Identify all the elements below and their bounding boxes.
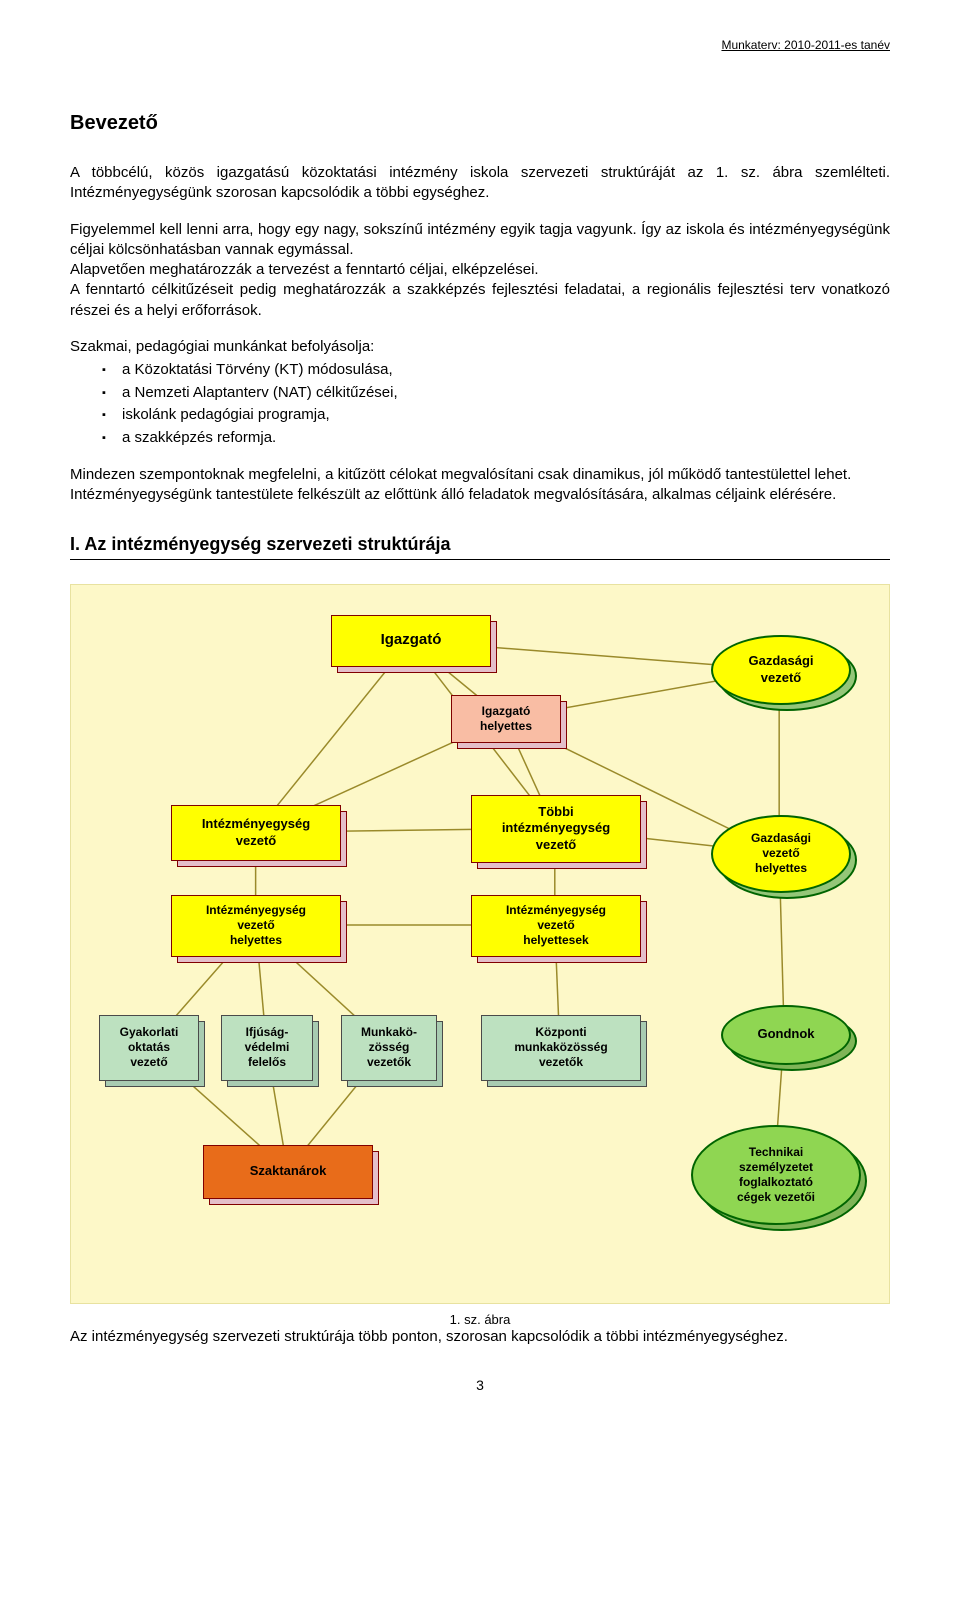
org-node-label: Intézményegységvezetőhelyettesek — [498, 899, 614, 952]
org-node-label: Technikaiszemélyzetetfoglalkoztatócégek … — [729, 1141, 823, 1209]
org-node-label: Gyakorlatioktatásvezető — [112, 1021, 187, 1074]
para-1: A többcélú, közös igazgatású közoktatási… — [70, 163, 890, 204]
org-node-label: Intézményegységvezetőhelyettes — [198, 899, 314, 952]
org-node: Intézményegységvezetőhelyettes — [171, 895, 341, 957]
doc-header: Munkaterv: 2010-2011-es tanév — [70, 38, 890, 52]
org-node: Gondnok — [721, 1005, 851, 1065]
org-node: Többiintézményegységvezető — [471, 795, 641, 863]
org-node-label: Gazdaságivezetőhelyettes — [743, 827, 819, 880]
closing-para: Az intézményegység szervezeti struktúráj… — [70, 1327, 890, 1347]
bullet-item: a Közoktatási Törvény (KT) módosulása, — [122, 359, 890, 382]
org-node: Intézményegységvezetőhelyettesek — [471, 895, 641, 957]
section-underline — [70, 559, 890, 560]
org-node-label: Többiintézményegységvezető — [494, 800, 618, 857]
org-node-label: Gondnok — [749, 1022, 822, 1046]
org-chart: Igazgató Igazgatóhelyettes Gazdaságivezető… — [70, 584, 890, 1304]
org-node: Központimunkaközösségvezetők — [481, 1015, 641, 1081]
org-node: Gyakorlatioktatásvezető — [99, 1015, 199, 1081]
para-2: Figyelemmel kell lenni arra, hogy egy na… — [70, 220, 890, 261]
bullet-item: a Nemzeti Alaptanterv (NAT) célkitűzései… — [122, 382, 890, 405]
org-node: Gazdaságivezető — [711, 635, 851, 705]
para-6: Mindezen szempontoknak megfelelni, a kit… — [70, 465, 890, 485]
org-node: Szaktanárok — [203, 1145, 373, 1199]
org-node: Intézményegységvezető — [171, 805, 341, 861]
bullet-list: a Közoktatási Törvény (KT) módosulása, a… — [70, 359, 890, 449]
org-node-label: Szaktanárok — [242, 1159, 335, 1183]
section-heading: I. Az intézményegység szervezeti struktú… — [70, 534, 890, 555]
org-node-label: Munkakö-zösségvezetők — [353, 1021, 425, 1074]
org-node-label: Igazgató — [373, 627, 450, 654]
para-4: A fenntartó célkitűzéseit pedig meghatár… — [70, 280, 890, 321]
org-node-label: Ifjúság-védelmifelelős — [237, 1021, 298, 1074]
org-node-label: Gazdaságivezető — [740, 649, 821, 690]
org-node: Igazgató — [331, 615, 491, 667]
org-node: Ifjúság-védelmifelelős — [221, 1015, 313, 1081]
org-node: Igazgatóhelyettes — [451, 695, 561, 743]
org-node: Munkakö-zösségvezetők — [341, 1015, 437, 1081]
para-7: Intézményegységünk tantestülete felkészü… — [70, 485, 890, 505]
org-node-label: Igazgatóhelyettes — [472, 700, 540, 738]
org-node: Technikaiszemélyzetetfoglalkoztatócégek … — [691, 1125, 861, 1225]
org-node: Gazdaságivezetőhelyettes — [711, 815, 851, 893]
page-number: 3 — [70, 1377, 890, 1393]
figure-caption: 1. sz. ábra — [70, 1312, 890, 1327]
org-node-label: Intézményegységvezető — [194, 812, 318, 853]
org-node-label: Központimunkaközösségvezetők — [506, 1021, 615, 1074]
para-5-lead: Szakmai, pedagógiai munkánkat befolyásol… — [70, 337, 890, 357]
para-3: Alapvetően meghatározzák a tervezést a f… — [70, 260, 890, 280]
bullet-item: a szakképzés reformja. — [122, 427, 890, 450]
bullet-item: iskolánk pedagógiai programja, — [122, 404, 890, 427]
page-title: Bevezető — [70, 112, 890, 135]
